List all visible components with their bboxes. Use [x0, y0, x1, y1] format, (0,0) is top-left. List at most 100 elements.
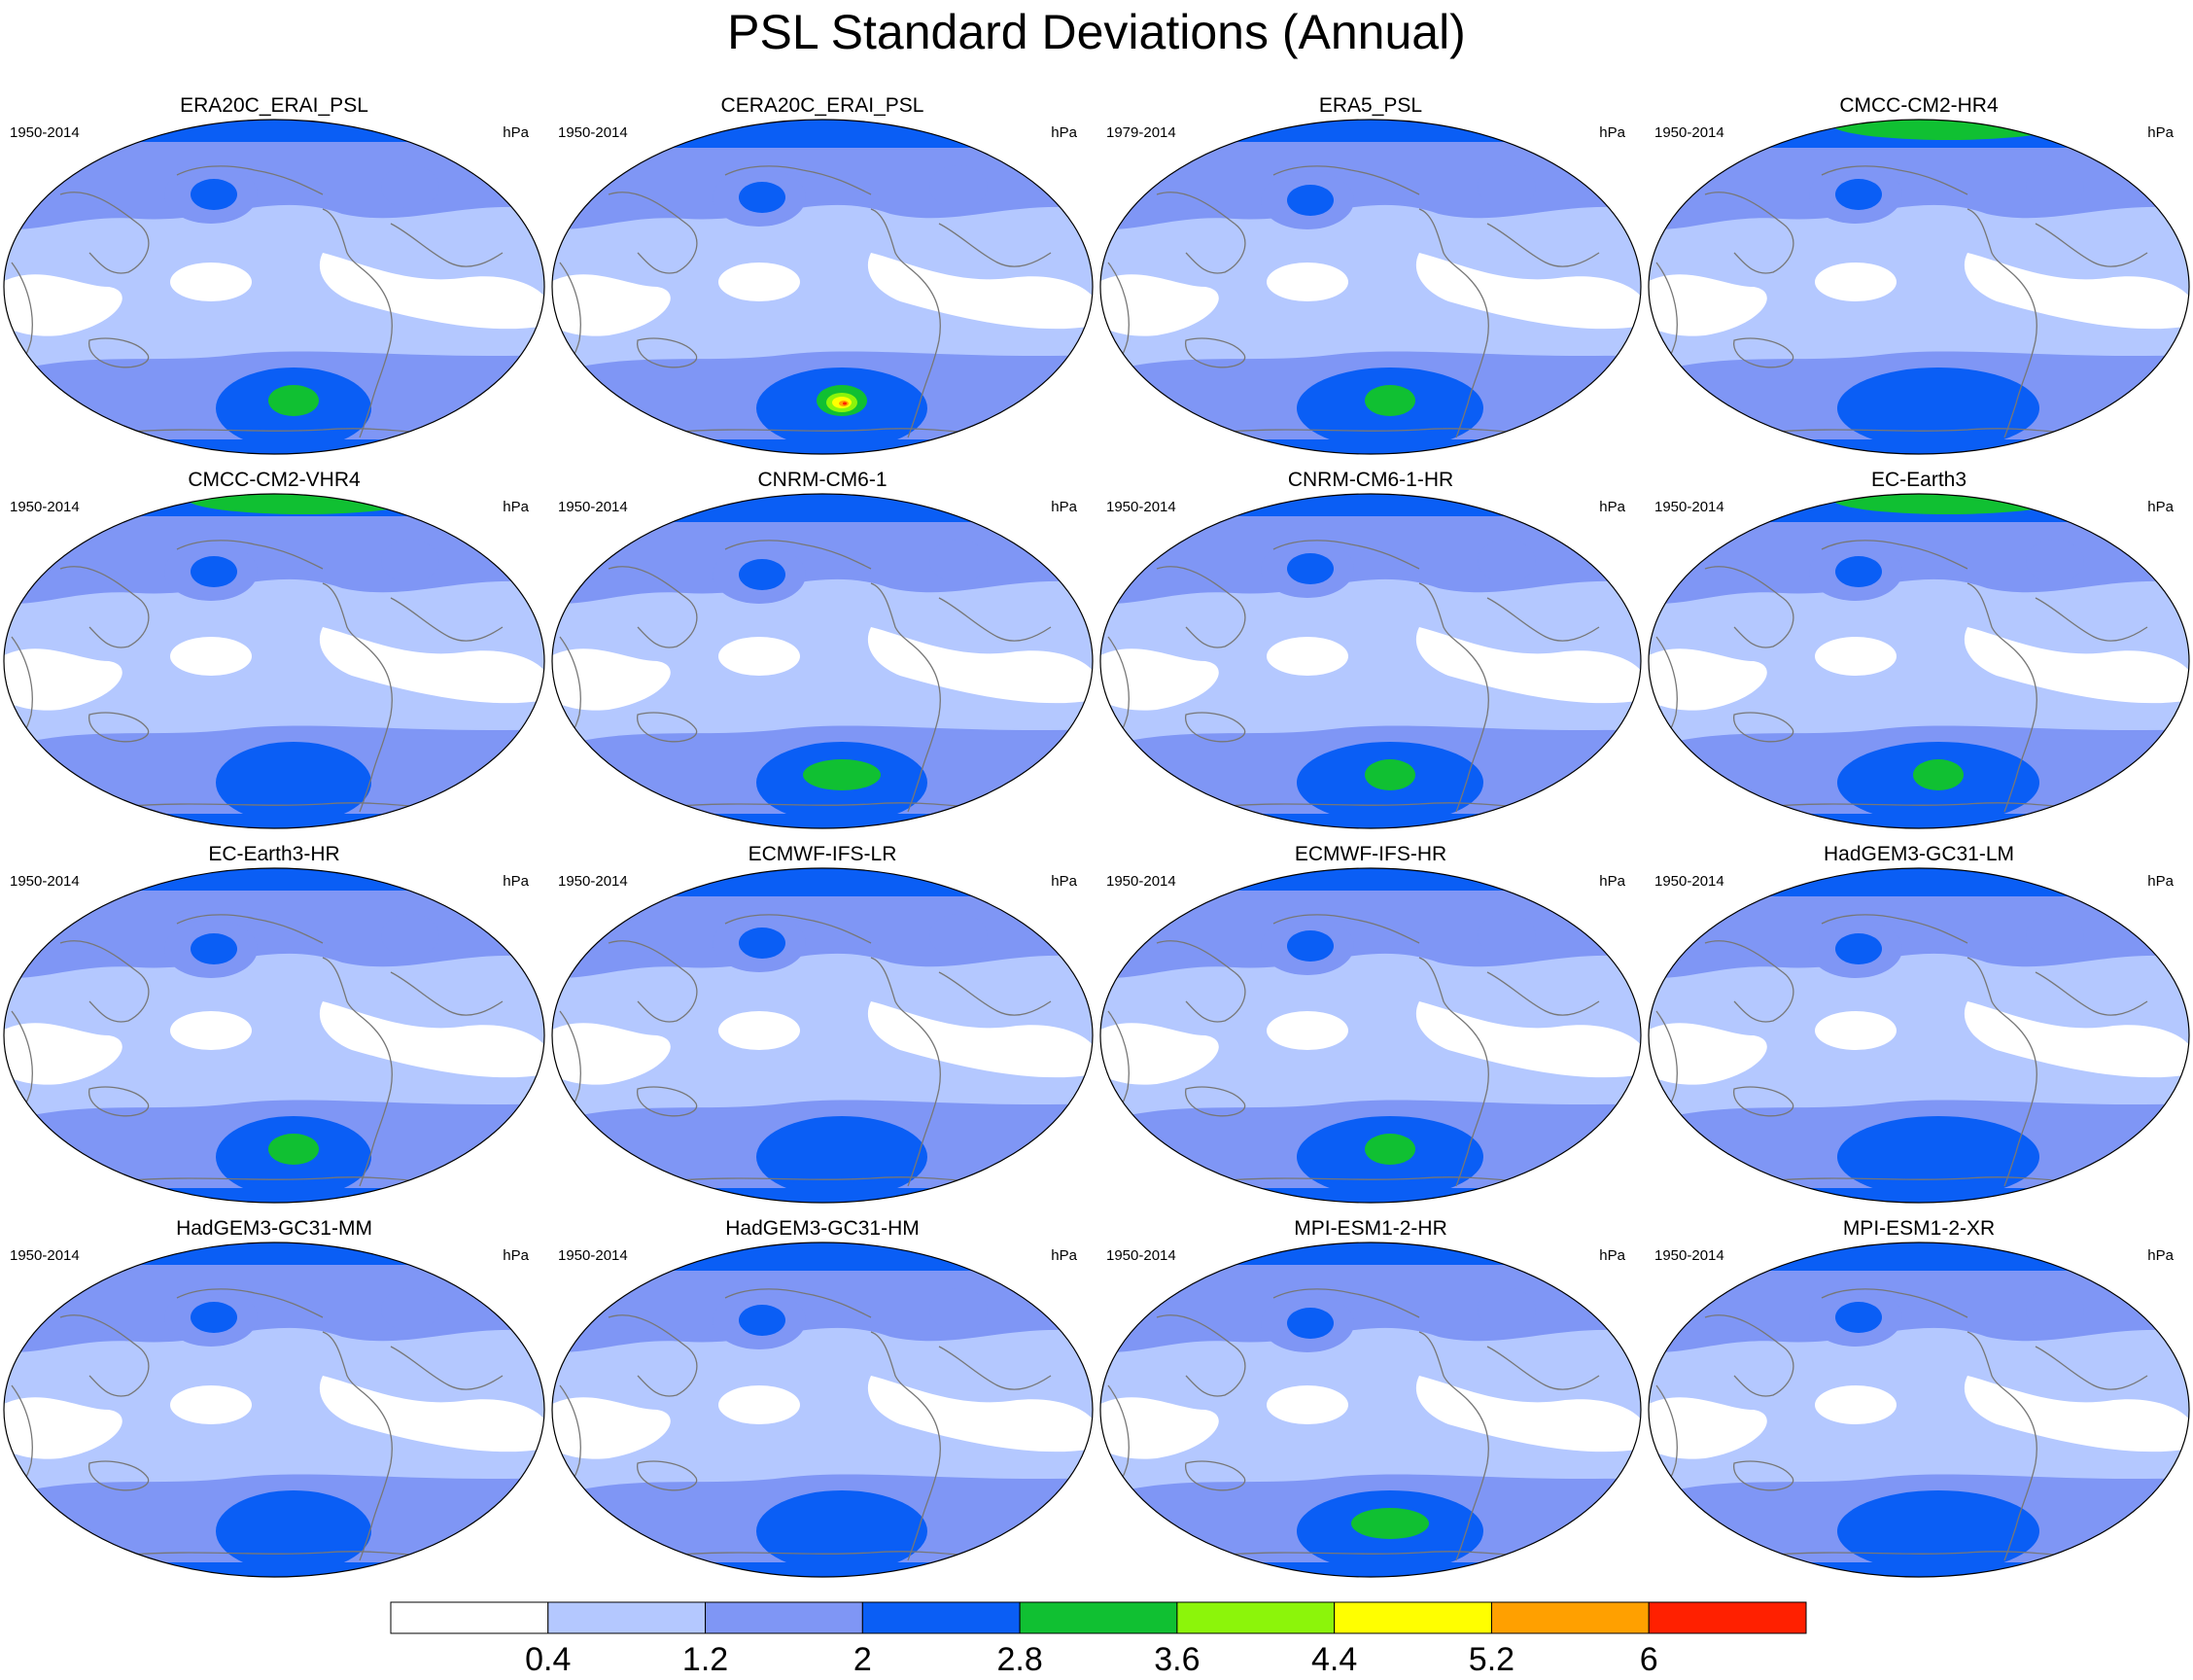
- coast-australia: [637, 337, 698, 368]
- contour-aleutian-core: [739, 1305, 785, 1336]
- contour-low-east: [1964, 1376, 2189, 1452]
- panel-title: CMCC-CM2-HR4: [1839, 94, 1999, 117]
- contour-aleutian-core: [1835, 179, 1882, 210]
- contour-southern-core: [216, 1490, 371, 1572]
- map-outline: [551, 493, 1094, 829]
- coast-north-america: [938, 1346, 1052, 1390]
- panel-units: hPa: [503, 1247, 529, 1264]
- contour-icelandic: [1478, 165, 1536, 208]
- map-panel: EC-Earth3 1950-2014 hPa: [1645, 460, 2193, 834]
- panel-units: hPa: [1051, 873, 1077, 890]
- world-map: [1099, 493, 1642, 829]
- contour-field: [4, 868, 544, 1203]
- contour-low-east: [1964, 253, 2189, 330]
- colorbar-swatch: [861, 1601, 1021, 1634]
- panel-units: hPa: [2147, 124, 2174, 141]
- contour-icelandic: [2026, 1288, 2084, 1331]
- contour-low-pacific: [1267, 1011, 1348, 1050]
- coastlines: [1105, 1288, 1600, 1561]
- panel-period: 1950-2014: [1654, 499, 1724, 515]
- contour-southern-core: [1837, 368, 2039, 449]
- coast-australia: [1733, 1086, 1794, 1117]
- figure-title: PSL Standard Deviations (Annual): [727, 5, 1466, 59]
- coast-australia: [1185, 1460, 1246, 1491]
- coast-arctic: [1821, 1288, 1968, 1318]
- coast-asia: [59, 192, 150, 274]
- contour-icelandic: [929, 914, 988, 957]
- panel-period: 1950-2014: [1654, 1247, 1724, 1264]
- coast-asia: [1704, 192, 1794, 274]
- contour-low-east: [1415, 1001, 1641, 1078]
- coast-north-america: [938, 971, 1052, 1016]
- colorbar-swatch: [1176, 1601, 1336, 1634]
- coast-north-america: [938, 597, 1052, 642]
- map-panel: HadGEM3-GC31-MM 1950-2014 hPa: [0, 1208, 548, 1583]
- colorbar-label: 4.4: [1311, 1641, 1358, 1678]
- coast-north-america: [1486, 223, 1600, 267]
- contour-icelandic: [1478, 540, 1536, 582]
- coast-asia: [1156, 566, 1246, 648]
- coast-asia: [608, 192, 698, 274]
- coast-arctic: [176, 540, 324, 570]
- contour-icelandic: [381, 165, 439, 208]
- contour-icelandic: [1478, 914, 1536, 957]
- contour-field: [552, 1242, 1093, 1577]
- coastlines: [557, 540, 1052, 813]
- contour-icelandic: [381, 914, 439, 957]
- coast-asia: [59, 1314, 150, 1397]
- contour-arctic-max: [1831, 494, 2065, 514]
- colorbar-label: 3.6: [1154, 1641, 1201, 1678]
- coast-americas: [1418, 957, 1489, 1187]
- contour-low-east: [319, 1001, 544, 1078]
- contour-icelandic: [2026, 914, 2084, 957]
- panel-units: hPa: [1051, 124, 1077, 141]
- coast-arctic: [176, 1288, 324, 1318]
- contour-low-pacific: [1267, 1385, 1348, 1424]
- map-panel: HadGEM3-GC31-HM 1950-2014 hPa: [548, 1208, 1096, 1583]
- contour-low-pacific: [170, 262, 252, 301]
- map-panel: CNRM-CM6-1 1950-2014 hPa: [548, 460, 1096, 834]
- map-outline: [551, 119, 1094, 455]
- map-panel: ECMWF-IFS-HR 1950-2014 hPa: [1096, 834, 1645, 1208]
- contour-low-pacific: [1267, 262, 1348, 301]
- colorbar-label: 6: [1639, 1641, 1658, 1678]
- coast-americas: [1418, 582, 1489, 813]
- colorbar-swatch: [1019, 1601, 1178, 1634]
- coast-asia: [1704, 940, 1794, 1023]
- coast-australia: [1733, 337, 1794, 368]
- coast-arctic: [1272, 914, 1420, 944]
- colorbar-swatch: [547, 1601, 707, 1634]
- panel-title: HadGEM3-GC31-HM: [725, 1217, 920, 1240]
- contour-arctic: [1100, 1242, 1641, 1265]
- contour-arctic: [1100, 868, 1641, 891]
- panel-period: 1950-2014: [1106, 873, 1176, 890]
- coast-asia: [608, 940, 698, 1023]
- contour-field: [1649, 120, 2189, 454]
- coast-asia: [608, 1314, 698, 1397]
- contour-aleutian-core: [739, 928, 785, 959]
- contour-low-pacific: [718, 262, 800, 301]
- contour-level8: [843, 402, 847, 405]
- contour-arctic: [4, 868, 544, 891]
- panel-units: hPa: [2147, 873, 2174, 890]
- coastlines: [1653, 540, 2148, 813]
- coast-arctic: [724, 540, 872, 570]
- colorbar-label: 2: [853, 1641, 872, 1678]
- contour-field: [1100, 494, 1641, 828]
- contour-arctic: [4, 1242, 544, 1265]
- panel-period: 1950-2014: [10, 873, 80, 890]
- contour-low-pacific: [170, 637, 252, 676]
- coast-americas: [322, 957, 393, 1187]
- coast-australia: [1733, 1460, 1794, 1491]
- contour-southern-core: [756, 1490, 927, 1572]
- world-map: [1648, 867, 2190, 1204]
- coast-australia: [88, 1086, 150, 1117]
- map-panel: CMCC-CM2-HR4 1950-2014 hPa: [1645, 86, 2193, 460]
- contour-low-pacific: [170, 1011, 252, 1050]
- coast-australia: [88, 337, 150, 368]
- panel-title: MPI-ESM1-2-XR: [1842, 1217, 1996, 1240]
- coast-north-america: [390, 597, 504, 642]
- contour-icelandic: [381, 1288, 439, 1331]
- panel-units: hPa: [1051, 1247, 1077, 1264]
- coast-americas: [1967, 1331, 2037, 1561]
